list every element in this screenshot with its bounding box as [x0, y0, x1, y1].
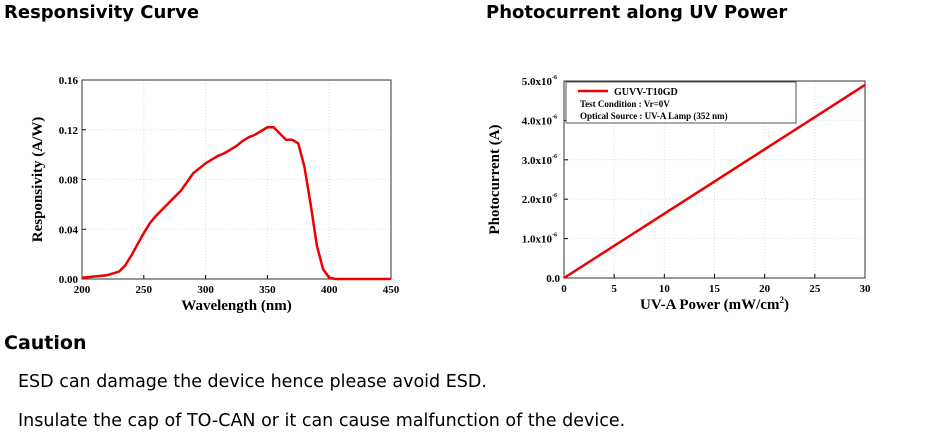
x-tick-label: 300: [197, 284, 214, 296]
plot-frame: [81, 79, 392, 280]
y-axis-label: Photocurrent (A): [487, 124, 503, 234]
x-tick-label: 15: [709, 283, 721, 295]
x-tick-label: 30: [860, 283, 872, 295]
y-tick-label: 1.0x10: [522, 234, 553, 246]
responsivity-title: Responsivity Curve: [4, 2, 200, 23]
legend-box: [565, 81, 797, 124]
legend-entry: Test Condition : Vr=0V: [580, 99, 670, 109]
y-tick-label: 0.08: [59, 175, 79, 187]
y-tick-label: 0.16: [59, 75, 79, 87]
y-tick-label: 3.0x10: [522, 155, 553, 167]
x-axis-label: UV-A Power (mW/cm2): [640, 295, 789, 313]
x-tick-label: 0: [561, 283, 567, 295]
y-tick-exponent: -6: [552, 114, 557, 120]
x-tick-label: 350: [259, 284, 276, 296]
y-axis-label: Responsivity (A/W): [30, 117, 46, 242]
y-tick-label: 2.0x10: [522, 194, 553, 206]
x-tick-label: 20: [759, 283, 771, 295]
x-tick-label: 10: [659, 283, 671, 295]
caution-line: Insulate the cap of TO-CAN or it can cau…: [18, 411, 626, 431]
y-tick-label: 0.00: [59, 274, 79, 286]
x-tick-label: 400: [321, 284, 338, 296]
series-line: [81, 126, 391, 281]
photocurrent-title: Photocurrent along UV Power: [486, 2, 788, 23]
legend-entry: GUVV-T10GD: [614, 87, 678, 98]
x-tick-label: 200: [74, 284, 91, 296]
y-tick-exponent: -6: [552, 75, 557, 81]
y-tick-label: 4.0x10: [522, 115, 553, 127]
caution-heading: Caution: [4, 332, 87, 354]
x-tick-label: 5: [611, 283, 617, 295]
x-tick-label: 450: [383, 284, 400, 296]
y-tick-label: 0.12: [59, 125, 79, 137]
series-line: [563, 83, 866, 280]
y-tick-exponent: -6: [552, 154, 557, 160]
x-tick-label: 25: [809, 283, 821, 295]
y-tick-label: 5.0x10: [522, 76, 553, 88]
legend-entry: Optical Source : UV-A Lamp (352 nm): [580, 111, 728, 121]
y-tick-label: 0.04: [59, 224, 79, 236]
x-tick-label: 250: [136, 284, 153, 296]
y-tick-exponent: -6: [552, 193, 557, 199]
x-axis-label: Wavelength (nm): [181, 298, 291, 314]
y-tick-label: 0.0: [546, 273, 560, 285]
caution-line: ESD can damage the device hence please a…: [18, 372, 487, 392]
plot-frame: [563, 80, 866, 279]
y-tick-exponent: -6: [552, 233, 557, 239]
